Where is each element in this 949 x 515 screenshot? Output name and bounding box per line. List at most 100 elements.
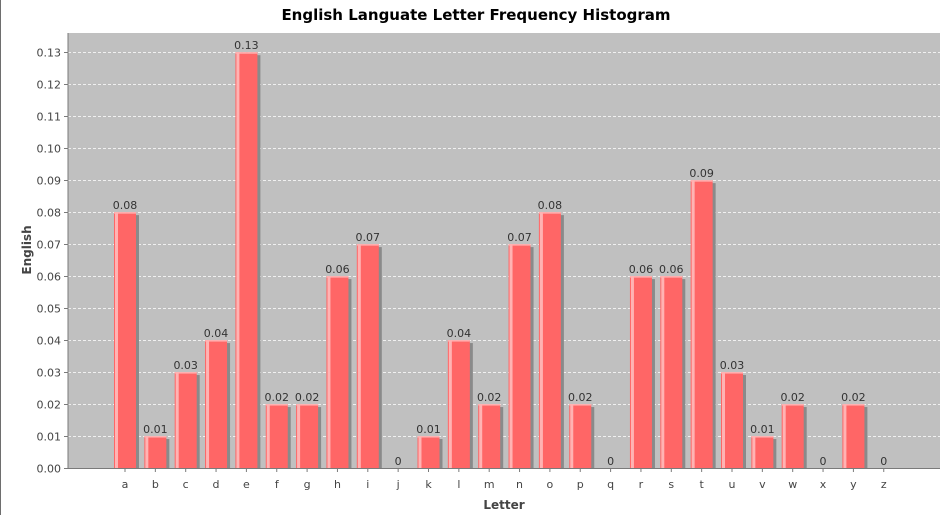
x-tick-label: m xyxy=(484,478,495,491)
x-axis-label: Letter xyxy=(483,498,524,512)
bar-top-edge xyxy=(417,436,440,438)
data-label: 0.07 xyxy=(356,231,381,244)
bar-highlight xyxy=(539,212,543,468)
bar-highlight xyxy=(115,212,118,468)
y-tick-label: 0.06 xyxy=(37,271,62,284)
bar-highlight xyxy=(175,372,179,468)
bar-w xyxy=(781,404,804,468)
data-label: 0.02 xyxy=(568,391,593,404)
bar-top-edge xyxy=(114,212,136,214)
data-label: 0.08 xyxy=(113,199,138,212)
bar-r xyxy=(629,276,652,468)
data-label: 0.03 xyxy=(720,359,745,372)
y-tick-label: 0.07 xyxy=(37,239,62,252)
data-label: 0 xyxy=(880,455,887,468)
bar-highlight xyxy=(630,276,634,468)
x-tick-label: r xyxy=(639,478,644,491)
bar-highlight xyxy=(145,436,149,468)
x-tick-label: v xyxy=(759,478,766,491)
data-label: 0.02 xyxy=(295,391,320,404)
x-tick-label: p xyxy=(577,478,584,491)
y-tick-label: 0.12 xyxy=(37,79,62,92)
y-axis-label: English xyxy=(20,225,34,274)
bar-d xyxy=(205,340,228,468)
data-label: 0.08 xyxy=(538,199,563,212)
x-tick-label: k xyxy=(425,478,432,491)
bar-g xyxy=(296,404,319,468)
data-label: 0.07 xyxy=(507,231,532,244)
x-tick-label: f xyxy=(275,478,280,491)
data-label: 0.09 xyxy=(689,167,714,180)
bar-top-edge xyxy=(235,52,258,54)
bar-highlight xyxy=(418,436,422,468)
data-label: 0.02 xyxy=(780,391,805,404)
bar-highlight xyxy=(722,372,725,468)
bars: 0.08 0.01 0.03 0.04 0.13 0.02 0.02 0.06 0.07 0 0.0… xyxy=(113,39,887,469)
bar-highlight xyxy=(691,180,695,468)
y-tick-label: 0.10 xyxy=(37,143,62,156)
bar-top-edge xyxy=(447,340,470,342)
bar-highlight xyxy=(570,404,574,468)
chart-title: English Languate Letter Frequency Histog… xyxy=(281,6,670,24)
bar-top-edge xyxy=(478,404,501,406)
x-tick-label: l xyxy=(457,478,460,491)
x-tick-label: y xyxy=(850,478,857,491)
bar-i xyxy=(356,244,379,468)
data-label: 0.02 xyxy=(841,391,866,404)
y-tick-label: 0.05 xyxy=(37,303,62,316)
bar-e xyxy=(235,52,258,469)
x-tick-label: b xyxy=(152,478,159,491)
bar-top-edge xyxy=(690,180,713,182)
bar-l xyxy=(447,340,470,468)
bar-t xyxy=(690,180,713,468)
y-tick-label: 0.13 xyxy=(37,47,62,60)
bar-top-edge xyxy=(174,372,197,374)
x-axis: a b c d e f g h i j k l m n o p q r s t u v w x y z xyxy=(68,468,940,491)
bar-top-edge xyxy=(569,404,592,406)
x-tick-label: a xyxy=(122,478,129,491)
bar-top-edge xyxy=(508,244,531,246)
bar-highlight xyxy=(661,276,665,468)
bar-y xyxy=(842,404,865,468)
y-tick-label: 0.09 xyxy=(37,175,62,188)
bar-b xyxy=(144,436,167,468)
data-label: 0.04 xyxy=(204,327,229,340)
data-label: 0.06 xyxy=(629,263,654,276)
data-label: 0.02 xyxy=(477,391,502,404)
bar-highlight xyxy=(843,404,847,468)
bar-highlight xyxy=(236,52,240,469)
bar-top-edge xyxy=(144,436,167,438)
bar-c xyxy=(174,372,197,468)
data-label: 0.06 xyxy=(325,263,350,276)
x-tick-label: g xyxy=(304,478,311,491)
data-label: 0 xyxy=(607,455,614,468)
data-label: 0.06 xyxy=(659,263,684,276)
x-tick-label: q xyxy=(607,478,614,491)
y-tick-label: 0.03 xyxy=(37,367,62,380)
window-left-edge xyxy=(0,0,1,515)
x-tick-label: u xyxy=(729,478,736,491)
bar-highlight xyxy=(782,404,786,468)
bar-top-edge xyxy=(660,276,683,278)
bar-a xyxy=(114,212,136,468)
x-tick-label: d xyxy=(213,478,220,491)
bar-highlight xyxy=(297,404,301,468)
y-tick-label: 0.01 xyxy=(37,431,62,444)
x-tick-label: x xyxy=(820,478,827,491)
x-tick-label: t xyxy=(699,478,704,491)
x-tick-label: z xyxy=(881,478,887,491)
data-label: 0.01 xyxy=(143,423,168,436)
bar-top-edge xyxy=(205,340,228,342)
bar-top-edge xyxy=(781,404,804,406)
data-label: 0.01 xyxy=(416,423,441,436)
x-tick-label: h xyxy=(334,478,341,491)
bar-v xyxy=(751,436,774,468)
x-tick-label: j xyxy=(396,478,400,491)
bar-top-edge xyxy=(629,276,652,278)
bar-p xyxy=(569,404,592,468)
bar-highlight xyxy=(448,340,452,468)
x-tick-label: e xyxy=(243,478,250,491)
bar-u xyxy=(721,372,743,468)
x-tick-label: c xyxy=(183,478,189,491)
bar-highlight xyxy=(479,404,483,468)
